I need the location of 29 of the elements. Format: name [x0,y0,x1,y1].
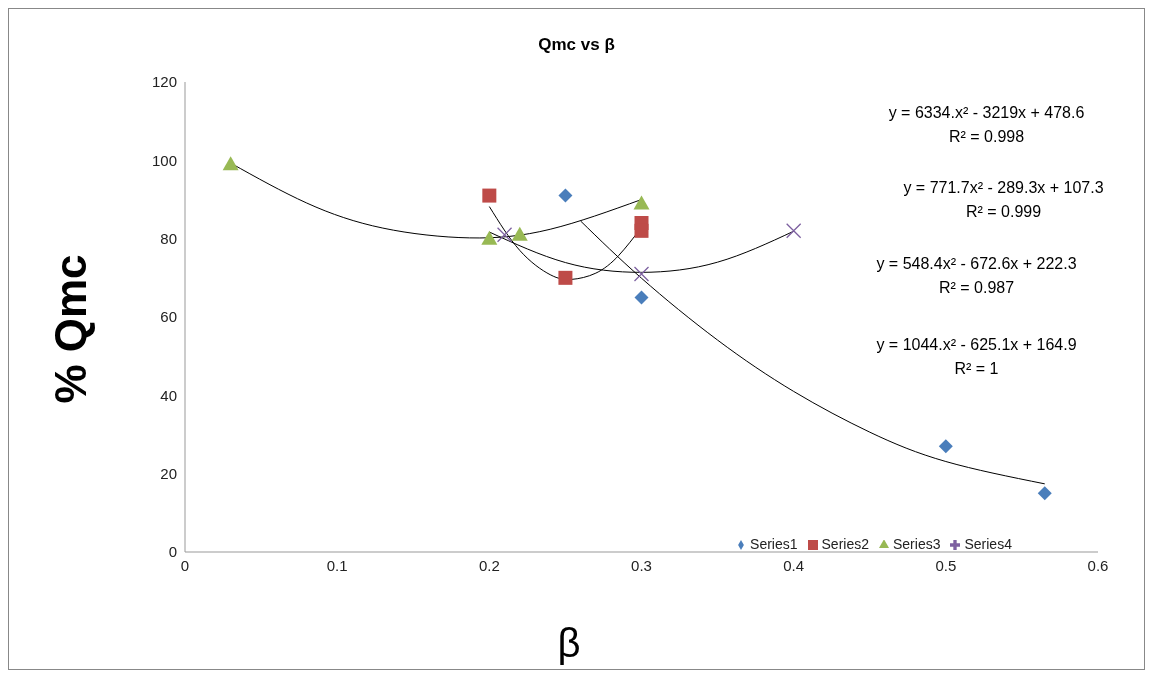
y-tick-label: 100 [151,151,177,169]
y-tick-label: 0 [168,543,177,561]
legend-label: Series3 [893,536,941,552]
annotation: R² = 0.998 [947,128,1026,146]
x-tick-label: 0.6 [1087,556,1109,574]
annotation: y = 1044.x² - 625.1x + 164.9 [875,336,1078,354]
legend-label: Series1 [750,536,798,552]
x-tick-label: 0.1 [326,556,348,574]
x-tick-label: 0.4 [783,556,805,574]
annotation: R² = 0.987 [937,279,1016,297]
x-tick-label: 0.3 [631,556,652,574]
annotation: y = 771.7x² - 289.3x + 107.3 [902,179,1105,197]
x-tick-label: 0.2 [478,556,500,574]
y-axis-title: % Qmc [46,254,96,404]
y-tick-label: 80 [160,229,177,247]
y-tick-label: 20 [160,464,177,482]
annotation: R² = 0.999 [964,203,1043,221]
legend-label: Series4 [964,536,1012,552]
x-tick-label: 0 [180,556,190,574]
y-tick-label: 60 [160,308,177,326]
legend-label: Series2 [821,536,869,552]
x-axis-title: β [557,621,581,666]
annotation: y = 6334.x² - 3219x + 478.6 [887,104,1086,122]
y-tick-label: 120 [151,73,177,91]
annotation: y = 548.4x² - 672.6x + 222.3 [875,255,1078,273]
chart-title: Qmc vs β [537,35,616,55]
x-tick-label: 0.5 [935,556,957,574]
y-tick-label: 40 [160,386,177,404]
annotation: R² = 1 [953,360,1000,378]
